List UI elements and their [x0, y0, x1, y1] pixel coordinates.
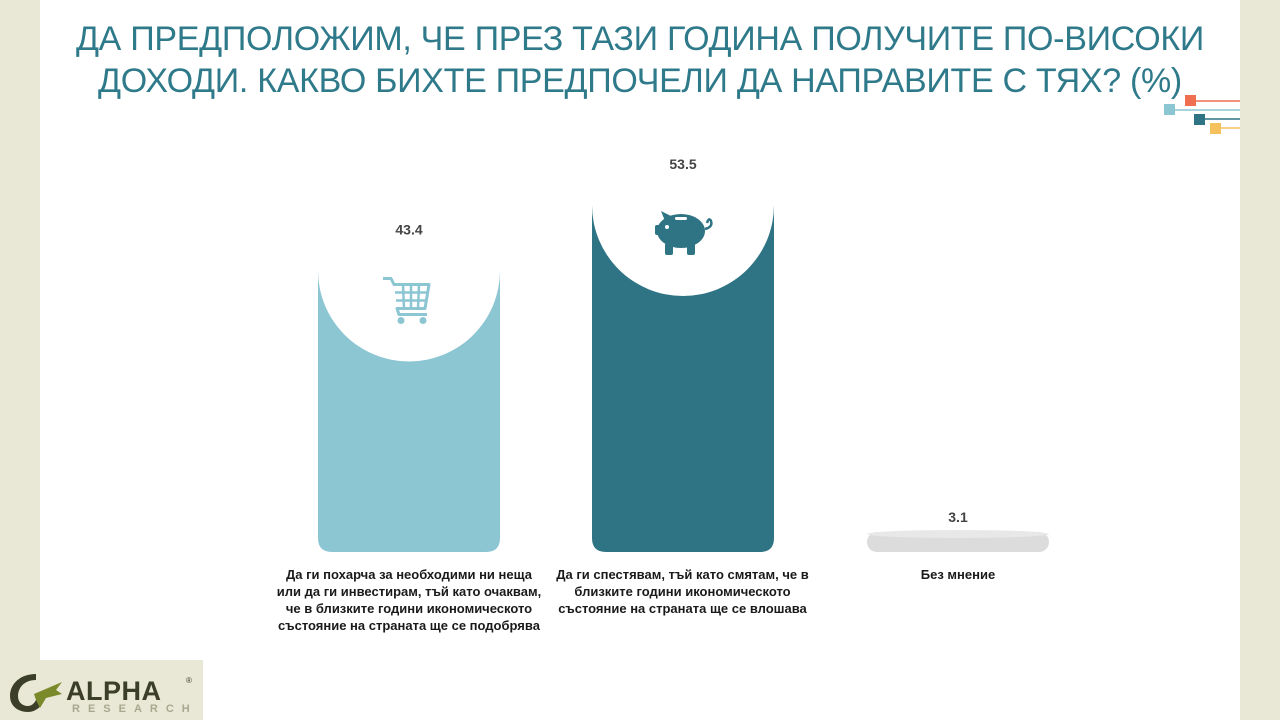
category-label-spend: Да ги похарча за необходими ни неща или …	[268, 566, 550, 634]
bar-spend	[318, 270, 500, 552]
logo-registered-mark: ®	[186, 676, 192, 685]
category-label-save: Да ги спестявам, тъй като смятам, че в б…	[540, 566, 825, 617]
category-label-no-opinion: Без мнение	[858, 566, 1058, 583]
piggy-bank-icon	[655, 211, 713, 255]
category-label-line: Да ги похарча за необходими ни неща	[286, 567, 532, 582]
logo-wordmark: ALPHA	[66, 676, 162, 706]
title-line-2: ДОХОДИ. КАКВО БИХТЕ ПРЕДПОЧЕЛИ ДА НАПРАВ…	[98, 62, 1182, 100]
bar-save	[592, 205, 774, 552]
shopping-cart-icon	[383, 277, 431, 325]
category-label-line: че в близките години икономическото	[285, 601, 533, 616]
value-label: 3.1	[948, 509, 968, 525]
value-label: 53.5	[669, 156, 696, 172]
category-label-line: Без мнение	[920, 567, 996, 582]
logo-subtitle: RESEARCH	[72, 703, 198, 715]
category-label-line: състояние на страната ще се подобрява	[278, 618, 540, 633]
alpha-logo-icon	[10, 674, 62, 712]
category-label-line: близките години икономическото	[574, 584, 791, 599]
title-line-1: ДА ПРЕДПОЛОЖИМ, ЧЕ ПРЕЗ ТАЗИ ГОДИНА ПОЛУ…	[75, 20, 1205, 58]
bar-top-ellipse	[867, 530, 1049, 538]
value-label: 43.4	[395, 222, 422, 238]
chart-title: ДА ПРЕДПОЛОЖИМ, ЧЕ ПРЕЗ ТАЗИ ГОДИНА ПОЛУ…	[40, 18, 1240, 102]
category-label-line: състояние на страната ще се влошава	[558, 601, 807, 616]
category-label-line: Да ги спестявам, тъй като смятам, че в	[556, 567, 809, 582]
category-label-line: или да ги инвестирам, тъй като очаквам,	[276, 584, 542, 599]
